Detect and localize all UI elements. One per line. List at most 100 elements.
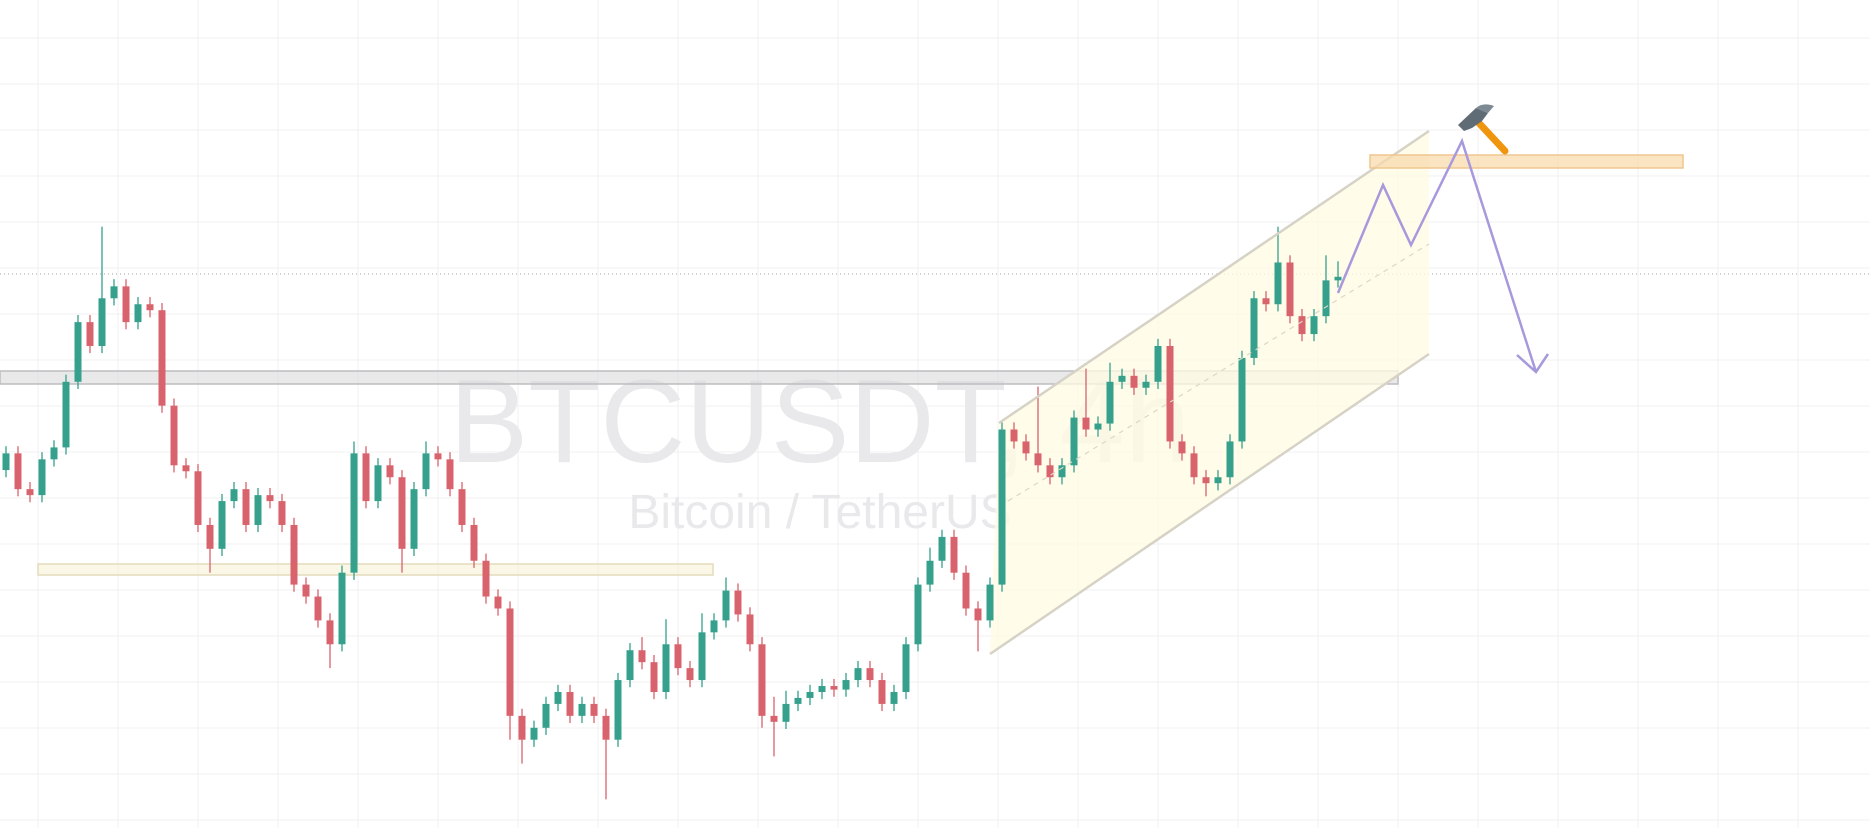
candle-body (518, 715, 526, 740)
candle-body (1034, 453, 1042, 466)
candle-body (590, 703, 598, 716)
candle-body (650, 662, 658, 692)
candle-body (554, 691, 562, 704)
candle-body (890, 691, 898, 704)
candle-body (1070, 417, 1078, 466)
candle-body (794, 697, 802, 704)
candle-body (458, 489, 466, 525)
candle-body (110, 286, 118, 299)
candle-body (494, 596, 502, 609)
candle-body (398, 477, 406, 549)
candle-body (1106, 381, 1114, 424)
candle-body (194, 471, 202, 525)
candle-body (1010, 429, 1018, 442)
candle-body (638, 650, 646, 663)
candle-body (914, 584, 922, 645)
candle-body (230, 489, 238, 502)
candle-body (302, 584, 310, 597)
candle-body (1262, 298, 1270, 305)
candle-body (1286, 262, 1294, 317)
candle-body (818, 686, 826, 692)
watermark-subtitle: Bitcoin / TetherUS (628, 486, 1011, 539)
candle-body (98, 298, 106, 346)
candle-body (770, 715, 778, 722)
candle-body (1238, 357, 1246, 442)
candle-body (62, 381, 70, 448)
candle-body (998, 429, 1006, 585)
projection-arrowhead (1516, 353, 1550, 374)
candle-body (470, 524, 478, 561)
candle-body (1250, 298, 1258, 358)
candle-body (242, 489, 250, 525)
candle-body (326, 620, 334, 645)
candle-body (1058, 465, 1066, 478)
candle-body (842, 680, 850, 690)
channel-mid (1007, 243, 1430, 502)
candle-body (578, 703, 586, 716)
candle-body (1154, 345, 1162, 382)
channel-lower (989, 352, 1430, 656)
candle-body (938, 536, 946, 561)
candle-body (506, 608, 514, 716)
candles (2, 226, 1342, 800)
candle-body (530, 727, 538, 740)
candle-body (158, 310, 166, 406)
candle-body (254, 495, 262, 525)
candle-body (1310, 316, 1318, 335)
candle-body (1142, 381, 1150, 388)
candle-body (698, 632, 706, 681)
projection-path (1336, 137, 1538, 373)
target-zone (1369, 154, 1684, 169)
candle-body (734, 590, 742, 615)
candle-body (674, 644, 682, 669)
candle-body (986, 584, 994, 621)
candle-body (626, 650, 634, 681)
candle-body (962, 572, 970, 609)
hammer-icon (1458, 104, 1509, 155)
candle-body (170, 405, 178, 466)
support-zone (37, 563, 714, 576)
candle-body (14, 453, 22, 490)
candle-body (602, 715, 610, 740)
candle-body (830, 686, 838, 690)
candle-body (950, 536, 958, 573)
candle-body (974, 608, 982, 621)
candle-body (362, 453, 370, 502)
candle-body (746, 614, 754, 645)
candle-body (350, 453, 358, 573)
candle-body (1190, 453, 1198, 478)
candle-body (410, 489, 418, 549)
candle-body (182, 465, 190, 472)
candle-body (854, 668, 862, 681)
channel-fill (990, 131, 1429, 654)
candle-body (1202, 477, 1210, 484)
candle-body (134, 304, 142, 323)
candle-body (206, 524, 214, 549)
candle-body (542, 703, 550, 728)
candle-body (566, 691, 574, 716)
candle-body (1082, 417, 1090, 430)
candle-body (74, 322, 82, 382)
candle-body (86, 322, 94, 346)
channel-upper (998, 129, 1430, 425)
resistance-zone (0, 370, 1399, 385)
candle-body (338, 572, 346, 645)
candle-body (902, 644, 910, 692)
candle-body (314, 596, 322, 621)
candle-body (1274, 262, 1282, 305)
candle-body (374, 465, 382, 502)
candle-body (386, 465, 394, 478)
candle-body (722, 590, 730, 621)
candle-body (686, 668, 694, 681)
candle-body (50, 447, 58, 460)
candle-body (782, 703, 790, 722)
candle-body (1166, 345, 1174, 442)
candle-body (1094, 423, 1102, 430)
candle-body (26, 489, 34, 496)
candle-body (866, 668, 874, 681)
candle-body (710, 620, 718, 633)
candle-body (1214, 477, 1222, 484)
candle-body (806, 691, 814, 698)
candle-body (1226, 441, 1234, 478)
